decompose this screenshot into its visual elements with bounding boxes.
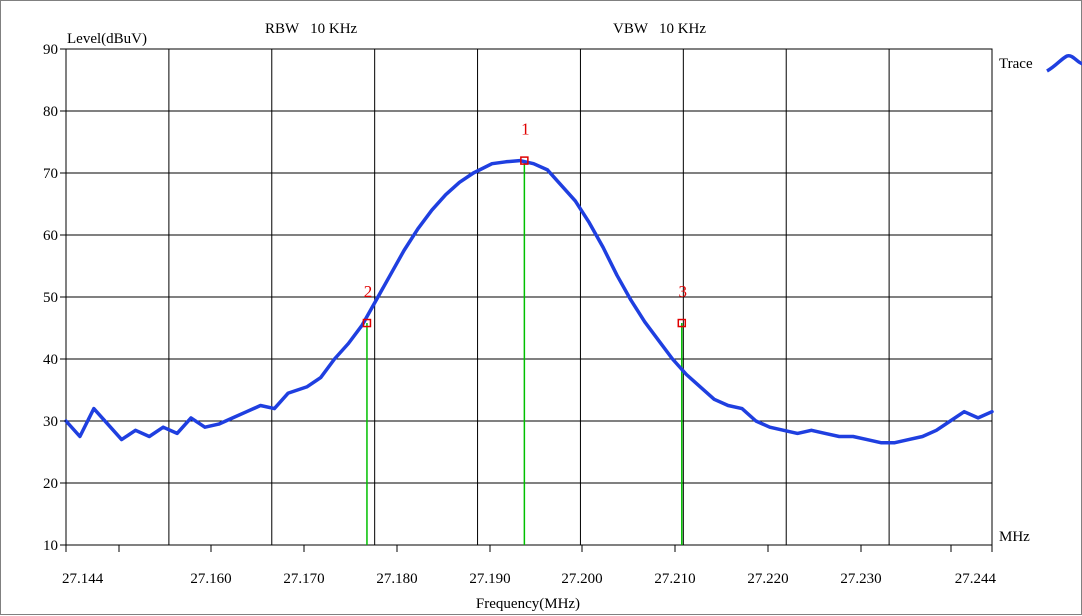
vbw-label: VBW 10 KHz bbox=[613, 21, 706, 37]
marker-point-2 bbox=[362, 318, 372, 328]
y-tick-label: 80 bbox=[43, 104, 58, 120]
x-axis-label: Frequency(MHz) bbox=[476, 596, 580, 612]
x-tick-label: 27.210 bbox=[654, 571, 695, 587]
y-tick-label: 70 bbox=[43, 166, 58, 182]
y-tick-label: 50 bbox=[43, 290, 58, 306]
marker-label-2: 2 bbox=[364, 282, 373, 301]
marker-point-1 bbox=[520, 156, 529, 165]
legend-label-trace: Trace bbox=[999, 56, 1033, 72]
x-tick-label: 27.230 bbox=[840, 571, 881, 587]
x-tick-label: 27.244 bbox=[955, 571, 997, 587]
x-tick-label: 27.180 bbox=[376, 571, 417, 587]
y-tick-label: 60 bbox=[43, 228, 58, 244]
y-tick-label: 30 bbox=[43, 414, 58, 430]
marker-label-3: 3 bbox=[679, 282, 688, 301]
y-tick-label: 10 bbox=[43, 538, 58, 554]
y-tick-label: 20 bbox=[43, 476, 58, 492]
rbw-label: RBW 10 KHz bbox=[265, 21, 358, 37]
x-tick-label: 27.200 bbox=[561, 571, 602, 587]
marker-label-1: 1 bbox=[521, 120, 530, 139]
x-tick-label: 27.160 bbox=[190, 571, 231, 587]
grid bbox=[65, 48, 993, 546]
trace-series-line bbox=[64, 158, 994, 445]
marker-point-3 bbox=[677, 318, 687, 328]
x-tick-label: 27.190 bbox=[469, 571, 510, 587]
x-tick-label: 27.144 bbox=[62, 571, 104, 587]
legend: Trace bbox=[999, 53, 1082, 73]
legend-swatch-trace bbox=[1046, 53, 1082, 73]
y-axis-label: Level(dBuV) bbox=[67, 31, 147, 47]
x-tick-label: 27.170 bbox=[283, 571, 324, 587]
markers: 1 2 3 bbox=[362, 120, 688, 328]
y-tick-label: 40 bbox=[43, 352, 58, 368]
y-tick-label: 90 bbox=[43, 42, 58, 58]
x-unit-label: MHz bbox=[999, 529, 1030, 545]
marker-lines bbox=[366, 160, 683, 545]
axis-ticks: 10 20 30 40 50 60 70 80 90 27.144 27.160 27.170 27.1… bbox=[43, 42, 997, 587]
x-tick-label: 27.220 bbox=[747, 571, 788, 587]
